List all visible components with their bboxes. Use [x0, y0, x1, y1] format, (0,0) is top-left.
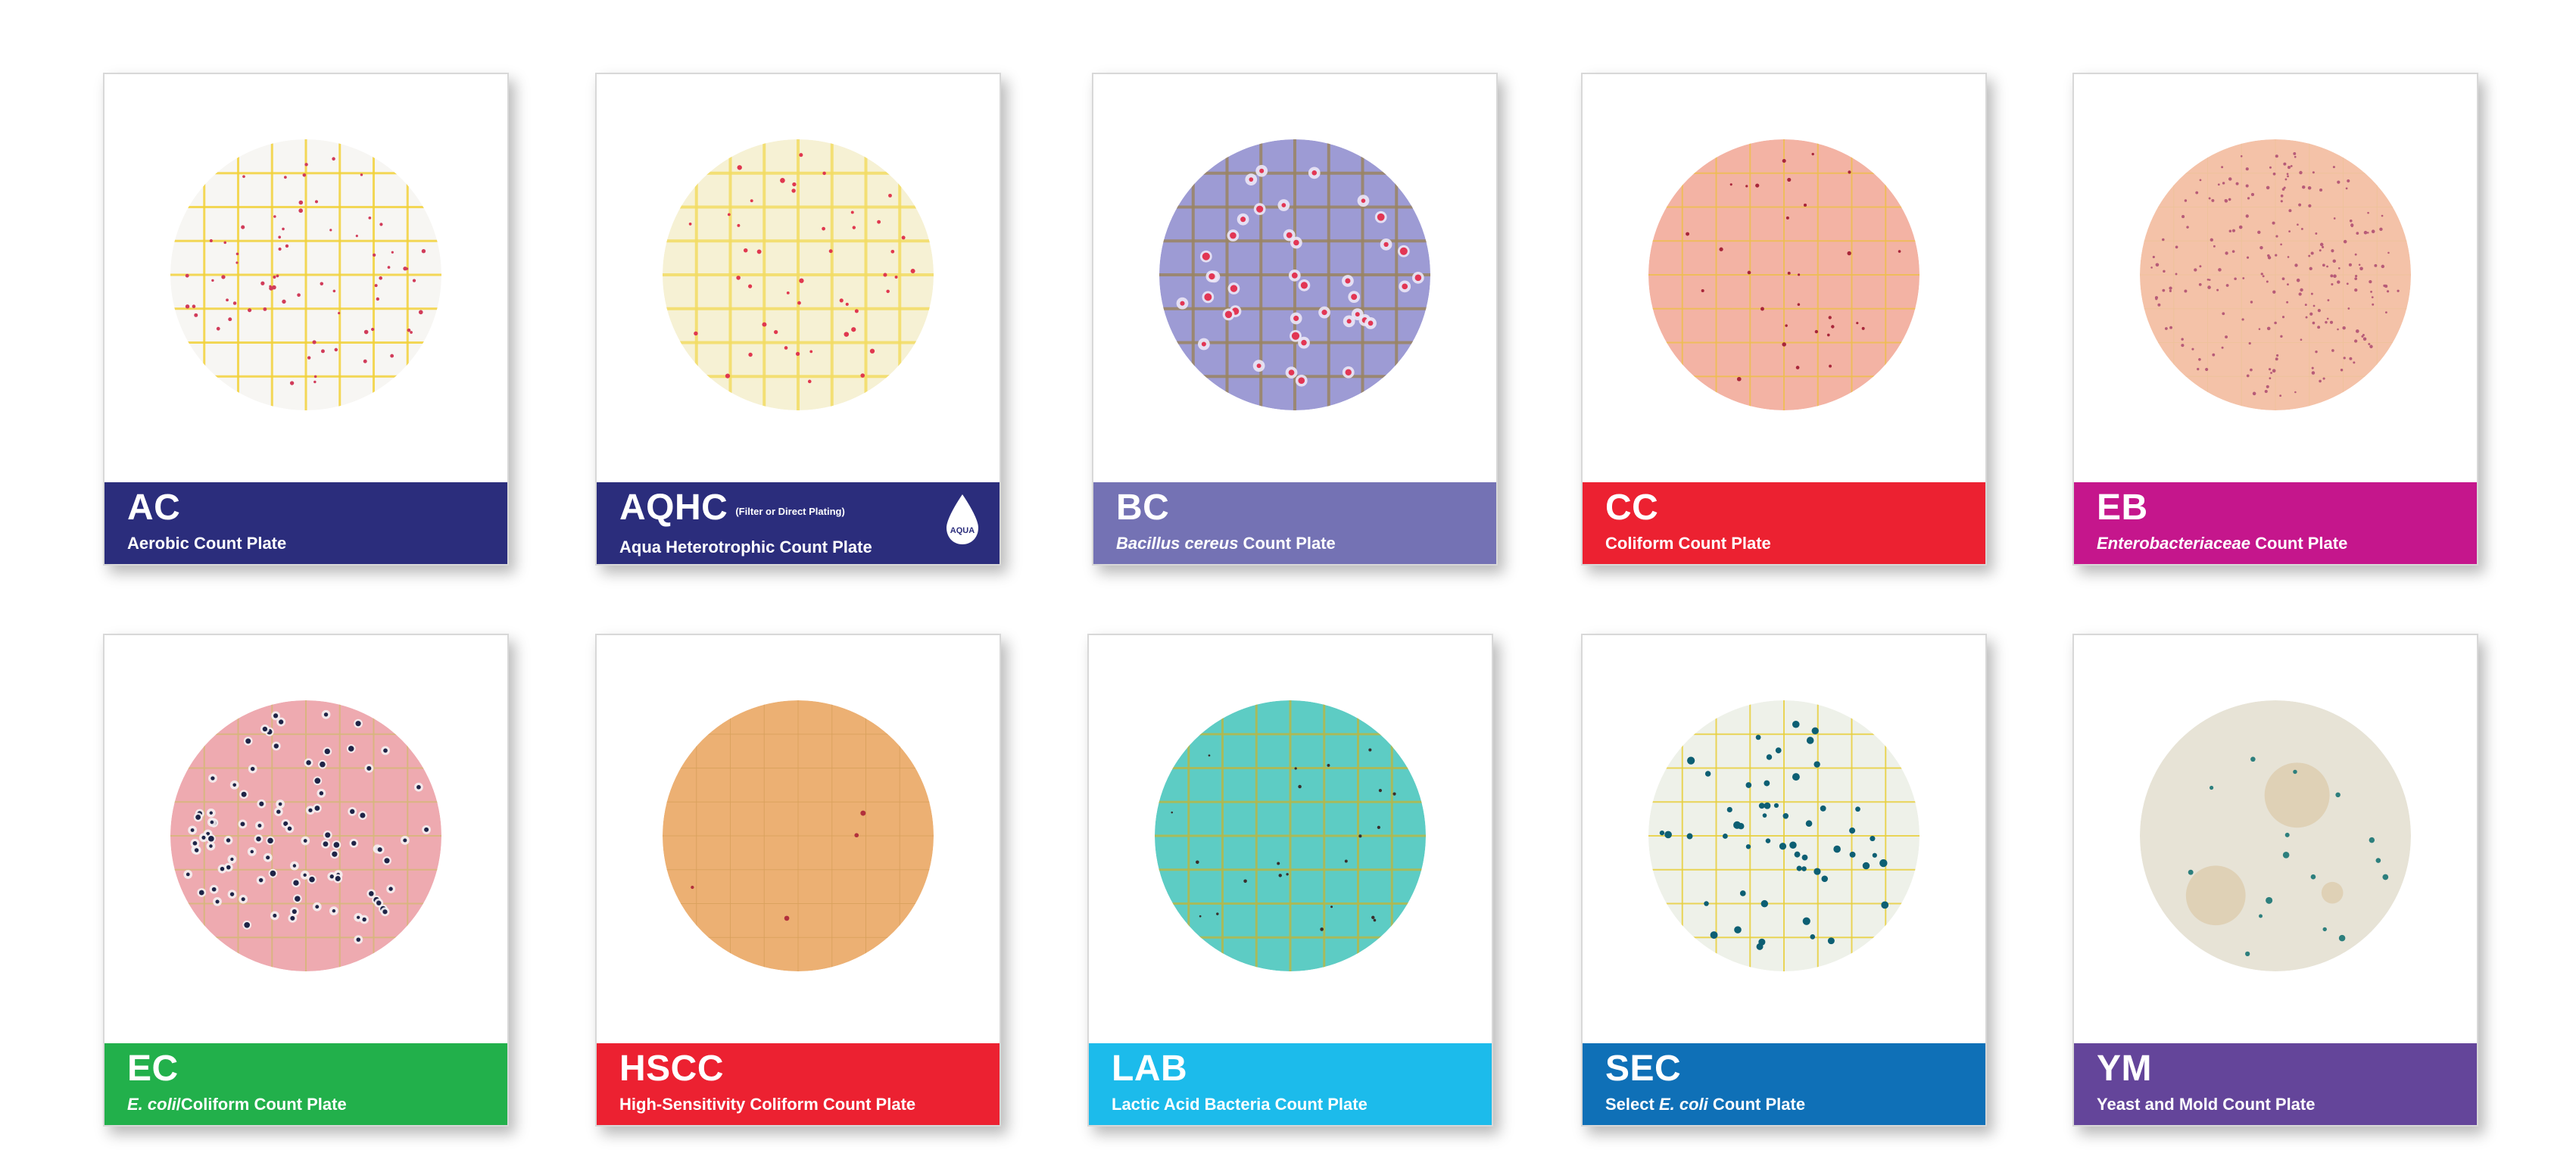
plate-name: Coliform Count Plate [1605, 534, 1771, 553]
coliform-count-plate-image [1648, 139, 1920, 410]
select-ecoli-plate-image [1648, 700, 1920, 971]
plate-name: Aerobic Count Plate [127, 534, 287, 553]
plate-card-ac: AC Aerobic Count Plate [103, 73, 509, 566]
plate-code: SEC [1605, 1049, 1682, 1089]
plate-label-band: EB Enterobacteriaceae Count Plate [2074, 482, 2477, 564]
plate-card-bc: BC Bacillus cereus Count Plate [1092, 73, 1498, 566]
lactic-acid-bacteria-plate-image [1155, 700, 1426, 971]
plate-card-eb: EB Enterobacteriaceae Count Plate [2072, 73, 2478, 566]
plate-code: CC [1605, 488, 1659, 528]
plate-card-ym: YM Yeast and Mold Count Plate [2072, 634, 2478, 1127]
plate-code: AQHC [619, 488, 728, 528]
enterobacteriaceae-plate-image [2140, 139, 2411, 410]
plate-name: Aqua Heterotrophic Count Plate [619, 538, 872, 556]
plate-name: High-Sensitivity Coliform Count Plate [619, 1095, 916, 1114]
plate-name-italic: Enterobacteriaceae [2097, 534, 2250, 553]
plate-name-italic: E. coli [127, 1095, 176, 1114]
plate-label-band: EC E. coli/Coliform Count Plate [104, 1043, 507, 1125]
plate-card-lab: LAB Lactic Acid Bacteria Count Plate [1087, 634, 1493, 1127]
plate-code: YM [2097, 1049, 2152, 1089]
plate-code: LAB [1112, 1049, 1188, 1089]
aqua-heterotrophic-plate-image [663, 139, 934, 410]
plate-name-rest: Count Plate [1707, 1095, 1806, 1114]
plate-label-band: AQHC (Filter or Direct Plating) Aqua Hete… [597, 482, 1000, 564]
high-sensitivity-coliform-plate-image [663, 700, 934, 971]
plate-code-note: (Filter or Direct Plating) [735, 506, 845, 517]
plate-name-rest: /Coliform Count Plate [176, 1095, 347, 1114]
plate-name: Bacillus cereus Count Plate [1116, 532, 1496, 555]
plate-label-band: LAB Lactic Acid Bacteria Count Plate [1089, 1043, 1492, 1125]
bacillus-cereus-plate-image [1159, 139, 1430, 410]
plate-card-ec: EC E. coli/Coliform Count Plate [103, 634, 509, 1127]
aerobic-count-plate-image [170, 139, 441, 410]
plate-code: EB [2097, 488, 2148, 528]
plate-name: Yeast and Mold Count Plate [2097, 1095, 2316, 1114]
ecoli-coliform-plate-image [170, 700, 441, 971]
aqua-badge-label: AQUA [950, 526, 975, 535]
plate-name: Select E. coli Count Plate [1605, 1093, 1985, 1116]
plate-card-cc: CC Coliform Count Plate [1581, 73, 1987, 566]
plate-code-line: AQHC (Filter or Direct Plating) [619, 487, 1000, 533]
plate-label-band: CC Coliform Count Plate [1583, 482, 1985, 564]
plate-code: BC [1116, 488, 1170, 528]
plate-code: HSCC [619, 1049, 725, 1089]
plate-code: EC [127, 1049, 179, 1089]
plate-name-rest: Count Plate [2250, 534, 2348, 553]
plate-label-band: SEC Select E. coli Count Plate [1583, 1043, 1985, 1125]
plate-name-rest: Count Plate [1238, 534, 1336, 553]
plate-card-sec: SEC Select E. coli Count Plate [1581, 634, 1987, 1127]
plate-name: Enterobacteriaceae Count Plate [2097, 532, 2477, 555]
yeast-mold-plate-image [2140, 700, 2411, 971]
plate-label-band: YM Yeast and Mold Count Plate [2074, 1043, 2477, 1125]
plate-name: E. coli/Coliform Count Plate [127, 1093, 507, 1116]
water-drop-icon: AQUA [947, 494, 978, 544]
plate-card-aqhc: AQHC (Filter or Direct Plating) Aqua Hete… [595, 73, 1001, 566]
plate-label-band: HSCC High-Sensitivity Coliform Count Pla… [597, 1043, 1000, 1125]
plate-name: Lactic Acid Bacteria Count Plate [1112, 1095, 1368, 1114]
plate-label-band: BC Bacillus cereus Count Plate [1093, 482, 1496, 564]
plate-label-band: AC Aerobic Count Plate [104, 482, 507, 564]
plate-card-hscc: HSCC High-Sensitivity Coliform Count Pla… [595, 634, 1001, 1127]
plate-code: AC [127, 488, 181, 528]
plate-name-italic: Bacillus cereus [1116, 534, 1239, 553]
plate-name-italic: E. coli [1658, 1095, 1708, 1114]
plate-name-pre: Select [1605, 1095, 1659, 1114]
